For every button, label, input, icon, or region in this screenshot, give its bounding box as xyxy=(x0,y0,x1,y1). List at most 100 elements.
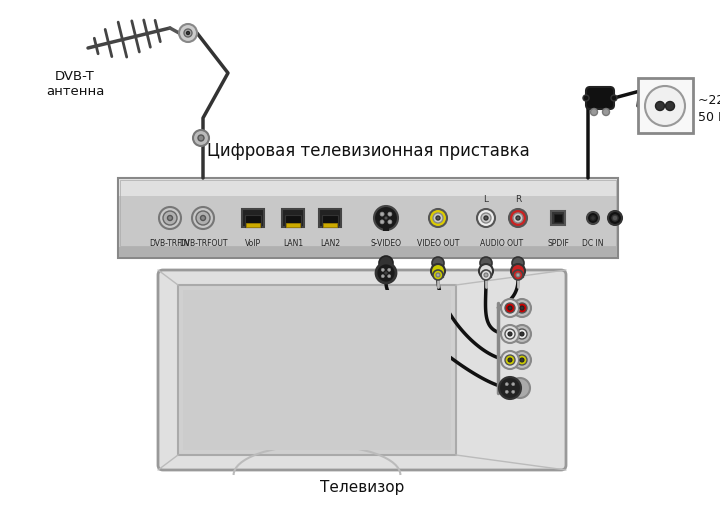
Circle shape xyxy=(477,209,495,227)
Circle shape xyxy=(433,270,443,280)
Bar xyxy=(245,215,261,227)
Circle shape xyxy=(590,108,598,116)
Circle shape xyxy=(479,264,493,278)
Text: DC IN: DC IN xyxy=(582,240,604,249)
Bar xyxy=(638,78,693,133)
Text: DVB-TRFIN: DVB-TRFIN xyxy=(150,240,190,249)
Bar xyxy=(551,211,565,225)
Circle shape xyxy=(611,95,617,101)
Circle shape xyxy=(508,306,512,310)
Circle shape xyxy=(436,273,440,277)
Circle shape xyxy=(382,268,384,271)
Circle shape xyxy=(513,351,531,369)
Circle shape xyxy=(481,213,491,223)
Bar xyxy=(282,209,304,227)
Bar xyxy=(433,263,443,277)
Circle shape xyxy=(520,306,524,310)
Circle shape xyxy=(484,273,488,277)
Bar xyxy=(286,223,300,227)
Circle shape xyxy=(516,216,520,220)
Circle shape xyxy=(513,325,531,343)
Bar xyxy=(323,223,337,227)
Bar xyxy=(383,227,389,231)
Circle shape xyxy=(384,216,387,220)
Circle shape xyxy=(198,135,204,141)
Circle shape xyxy=(505,390,508,393)
Bar xyxy=(322,215,338,227)
Circle shape xyxy=(501,351,519,369)
Circle shape xyxy=(512,383,515,385)
Circle shape xyxy=(510,378,530,398)
Circle shape xyxy=(511,264,525,278)
Text: Цифровая телевизионная приставка: Цифровая телевизионная приставка xyxy=(207,142,529,160)
Circle shape xyxy=(186,32,189,34)
Text: AUDIO OUT: AUDIO OUT xyxy=(480,240,523,249)
Bar xyxy=(178,285,456,455)
Circle shape xyxy=(513,299,531,317)
Circle shape xyxy=(608,211,622,225)
Circle shape xyxy=(179,24,197,42)
Circle shape xyxy=(505,355,515,365)
Circle shape xyxy=(505,329,515,339)
Text: LAN1: LAN1 xyxy=(283,240,303,249)
Circle shape xyxy=(380,212,384,216)
Circle shape xyxy=(200,215,205,221)
Circle shape xyxy=(432,257,444,269)
Circle shape xyxy=(505,383,508,385)
Text: VIDEO OUT: VIDEO OUT xyxy=(417,240,459,249)
Circle shape xyxy=(387,268,391,271)
Text: R: R xyxy=(515,195,521,204)
Circle shape xyxy=(509,209,527,227)
Circle shape xyxy=(665,101,675,110)
Bar xyxy=(120,180,616,246)
Circle shape xyxy=(436,216,440,220)
Text: LAN2: LAN2 xyxy=(320,240,340,249)
Circle shape xyxy=(501,299,519,317)
Circle shape xyxy=(520,358,524,362)
Circle shape xyxy=(384,271,387,275)
Circle shape xyxy=(512,390,515,393)
Bar xyxy=(319,209,341,227)
Circle shape xyxy=(192,207,214,229)
Circle shape xyxy=(388,220,392,224)
Circle shape xyxy=(505,303,515,313)
Text: SPDIF: SPDIF xyxy=(547,240,569,249)
Circle shape xyxy=(516,273,520,277)
Circle shape xyxy=(520,332,524,336)
Circle shape xyxy=(583,95,589,101)
Circle shape xyxy=(499,377,521,399)
Circle shape xyxy=(184,29,192,37)
Text: S-VIDEO: S-VIDEO xyxy=(371,240,402,249)
Circle shape xyxy=(590,215,595,221)
Text: ~220 В: ~220 В xyxy=(698,95,720,108)
FancyBboxPatch shape xyxy=(586,87,614,109)
Circle shape xyxy=(433,213,443,223)
Circle shape xyxy=(374,206,398,230)
Circle shape xyxy=(517,329,527,339)
Circle shape xyxy=(168,215,173,221)
Circle shape xyxy=(388,212,392,216)
Bar xyxy=(119,179,617,196)
Circle shape xyxy=(508,332,512,336)
Circle shape xyxy=(429,209,447,227)
Circle shape xyxy=(431,264,445,278)
Circle shape xyxy=(513,213,523,223)
Text: 50 Гц: 50 Гц xyxy=(698,110,720,124)
Circle shape xyxy=(517,355,527,365)
Text: L: L xyxy=(484,195,488,204)
Circle shape xyxy=(517,303,527,313)
Bar xyxy=(554,214,562,222)
Circle shape xyxy=(379,256,393,270)
Circle shape xyxy=(480,257,492,269)
Circle shape xyxy=(587,212,599,224)
FancyBboxPatch shape xyxy=(158,270,566,470)
Circle shape xyxy=(501,325,519,343)
Bar xyxy=(118,178,618,258)
Bar xyxy=(285,215,301,227)
Circle shape xyxy=(508,358,512,362)
Circle shape xyxy=(612,215,618,221)
Circle shape xyxy=(159,207,181,229)
Text: DVB-TRFOUT: DVB-TRFOUT xyxy=(179,240,228,249)
Circle shape xyxy=(163,211,177,225)
Circle shape xyxy=(513,270,523,280)
